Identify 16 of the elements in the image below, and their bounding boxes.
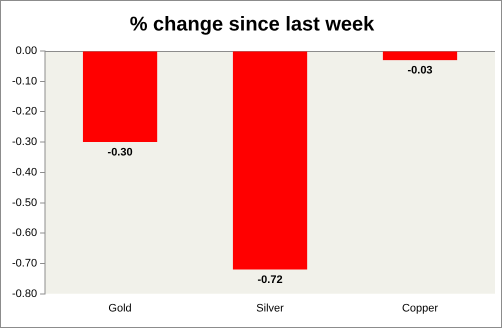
chart-title: % change since last week (130, 14, 376, 36)
data-label: -0.30 (108, 146, 133, 159)
x-tick-label: Copper (402, 302, 438, 314)
y-tick-label: -0.10 (12, 75, 38, 88)
y-tick-label: -0.20 (12, 106, 38, 118)
x-tick-label: Silver (256, 302, 284, 314)
data-label: -0.72 (257, 274, 283, 286)
y-tick-label: 0.00 (16, 45, 38, 58)
y-tick-label: -0.80 (12, 288, 38, 300)
y-tick-label: -0.70 (12, 257, 38, 270)
y-tick-label: -0.40 (12, 166, 38, 178)
y-tick-label: -0.60 (12, 227, 38, 240)
data-label: -0.03 (407, 64, 433, 77)
x-tick-label: Gold (108, 302, 132, 314)
y-tick-label: -0.30 (12, 136, 38, 148)
y-tick-label: -0.50 (12, 196, 38, 209)
